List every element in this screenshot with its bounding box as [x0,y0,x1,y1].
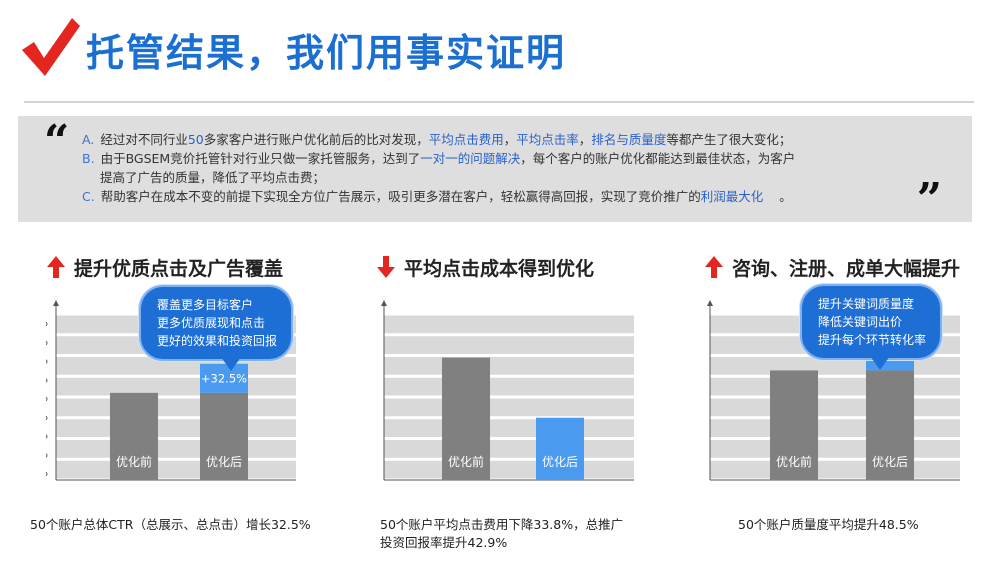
y-tick-label: 3.00% [46,355,48,367]
summary-letter-b: B. [82,151,95,166]
up-arrow-icon [47,256,65,278]
summary-text-b3: 提高了广告的质量，降低了平均点击费； [100,170,326,185]
summary-line-b: B. 由于BGSEM竞价托管针对行业只做一家托管服务，达到了一对一的问题解决，每个… [82,149,902,168]
y-axis-arrowhead [381,300,387,306]
y-tick-label: 1.00% [46,430,48,442]
up-arrow-icon [705,256,723,278]
summary-line-c: C. 帮助客户在成本不变的前提下实现全方位广告展示，吸引更多潜在客户，轻松赢得高回… [82,187,902,206]
header-divider [24,101,974,103]
summary-highlight-profit: 利润最大化 [700,189,764,204]
callout-line-3: 提升每个环节转化率 [818,333,927,347]
callout-tail [870,356,890,370]
y-tick-label: 4.00% [46,317,48,329]
y-tick-label: 1.50% [46,411,48,423]
summary-sep-1: ， [503,132,517,147]
panel-cpc: 平均点击成本得到优化 1.851.801.751.701.651.601.551… [376,240,686,560]
summary-highlight-ctr: 平均点击率 [516,132,579,147]
callout-bubble-ctr: 覆盖更多目标客户 更多优质展现和点击 更好的效果和投资回报 [139,285,294,361]
bar-category-label: 优化前 [776,454,812,469]
callout-line-3: 更好的效果和投资回报 [157,334,278,348]
summary-text-a2: 多家客户进行账户优化前后的比对发现， [203,132,429,147]
summary-text-a1: 经过对不同行业 [100,132,188,147]
summary-letter-a: A. [82,132,95,147]
callout-line-1: 提升关键词质量度 [818,297,915,311]
summary-highlight-cpc: 平均点击费用 [428,132,504,147]
bar-2 [200,392,248,480]
bar-2 [866,370,914,480]
bar-category-label: 优化后 [542,455,578,469]
caption-quality: 50个账户质量度平均提升48.5% [738,517,919,532]
panel-title-cpc: 平均点击成本得到优化 [376,254,594,281]
summary-text-c1: 帮助客户在成本不变的前提下实现全方位广告展示，吸引更多潜在客户，轻松赢得高回报，… [100,189,701,204]
y-axis-arrowhead [707,300,713,306]
caption-cpc-line-1: 50个账户平均点击费用下降33.8%，总推广 [380,517,624,532]
panel-title-quality: 咨询、注册、成单大幅提升 [704,254,960,281]
y-axis-arrowhead [53,300,59,306]
down-arrow-icon [377,256,395,278]
open-quote-icon: “ [44,116,70,167]
summary-text-a3: 等都产生了很大变化； [666,132,792,147]
caption-cpc: 50个账户平均点击费用下降33.8%，总推广 投资回报率提升42.9% [380,516,623,552]
panel-quality: 咨询、注册、成单大幅提升 优化前+48.5%优化后 50个账户质量度平均提升48… [704,240,984,560]
close-quote-icon: ” [916,174,942,225]
y-tick-label: 0.50% [46,448,48,460]
summary-text-b2: ，每个客户的账户优化都能达到最佳状态，为客户 [520,151,796,166]
panel-title-text: 提升优质点击及广告覆盖 [74,258,284,280]
bar-category-label: 优化前 [448,454,484,469]
bar-category-label: 优化后 [872,455,908,469]
panel-title-text: 咨询、注册、成单大幅提升 [732,258,961,280]
bar-1 [442,357,490,480]
red-check-icon [22,18,80,76]
summary-highlight-rank: 排名与质量度 [591,132,667,147]
summary-highlight-one-to-one: 一对一的问题解决 [420,151,521,166]
panel-ctr: 提升优质点击及广告覆盖 4.00% 3.50% 3.00% 2.50% 2.00% 1.5… [30,240,356,560]
callout-tail [221,357,241,371]
caption-cpc-line-2: 投资回报率提升42.9% [380,535,508,550]
summary-letter-c: C. [82,189,95,204]
summary-text-c2: 。 [779,189,792,204]
callout-bubble-quality: 提升关键词质量度 降低关键词出价 提升每个环节转化率 [800,284,943,360]
callout-line-1: 覆盖更多目标客户 [157,298,254,312]
callout-line-2: 更多优质展现和点击 [157,316,266,330]
bar-category-label: 优化前 [116,454,152,469]
summary-text: A. 经过对不同行业50多家客户进行账户优化前后的比对发现，平均点击费用，平均点击… [82,130,902,206]
callout-line-2: 降低关键词出价 [818,315,903,329]
y-tick-label: 2.00% [46,392,48,404]
gain-label: +32.5% [201,371,247,385]
y-tick-label: 2.50% [46,373,48,385]
panel-title-ctr: 提升优质点击及广告覆盖 [46,254,283,281]
y-tick-label: 3.50% [46,336,48,348]
summary-line-b-cont: 提高了广告的质量，降低了平均点击费； [82,168,902,187]
summary-sep-2: ， [578,132,592,147]
bar-1 [110,392,158,480]
y-tick-label: 0.00% [46,467,48,479]
bar-category-label: 优化后 [206,455,242,469]
page-title: 托管结果，我们用事实证明 [86,31,567,75]
summary-text-b1: 由于BGSEM竞价托管针对行业只做一家托管服务，达到了 [100,151,421,166]
panel-title-text: 平均点击成本得到优化 [404,258,595,280]
summary-quote-box: “ A. 经过对不同行业50多家客户进行账户优化前后的比对发现，平均点击费用，平均… [18,116,972,222]
caption-ctr: 50个账户总体CTR（总展示、总点击）增长32.5% [30,517,311,532]
summary-number-50: 50 [187,132,204,147]
chart-cpc: 1.851.801.751.701.651.601.551.501.45优化前优… [381,300,634,482]
summary-line-a: A. 经过对不同行业50多家客户进行账户优化前后的比对发现，平均点击费用，平均点击… [82,130,902,149]
header: 托管结果，我们用事实证明 [0,0,990,104]
bar-2 [536,417,584,480]
bar-1 [770,370,818,480]
